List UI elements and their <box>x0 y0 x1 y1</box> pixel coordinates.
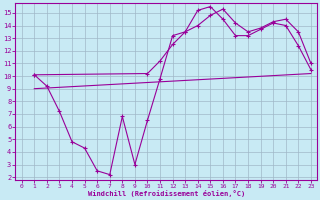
X-axis label: Windchill (Refroidissement éolien,°C): Windchill (Refroidissement éolien,°C) <box>88 190 245 197</box>
